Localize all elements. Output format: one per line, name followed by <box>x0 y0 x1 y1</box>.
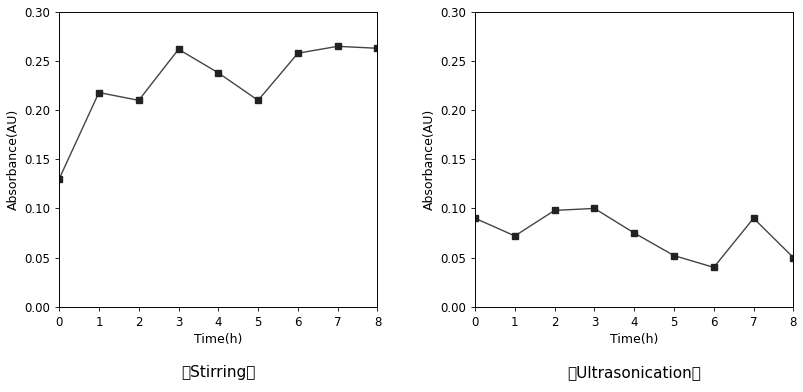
Y-axis label: Absorbance(AU): Absorbance(AU) <box>422 109 435 210</box>
Y-axis label: Absorbance(AU): Absorbance(AU) <box>7 109 20 210</box>
Text: 〈Stirring〉: 〈Stirring〉 <box>181 365 255 380</box>
X-axis label: Time(h): Time(h) <box>609 333 658 346</box>
Text: 〈Ultrasonication〉: 〈Ultrasonication〉 <box>567 365 700 380</box>
X-axis label: Time(h): Time(h) <box>194 333 243 346</box>
